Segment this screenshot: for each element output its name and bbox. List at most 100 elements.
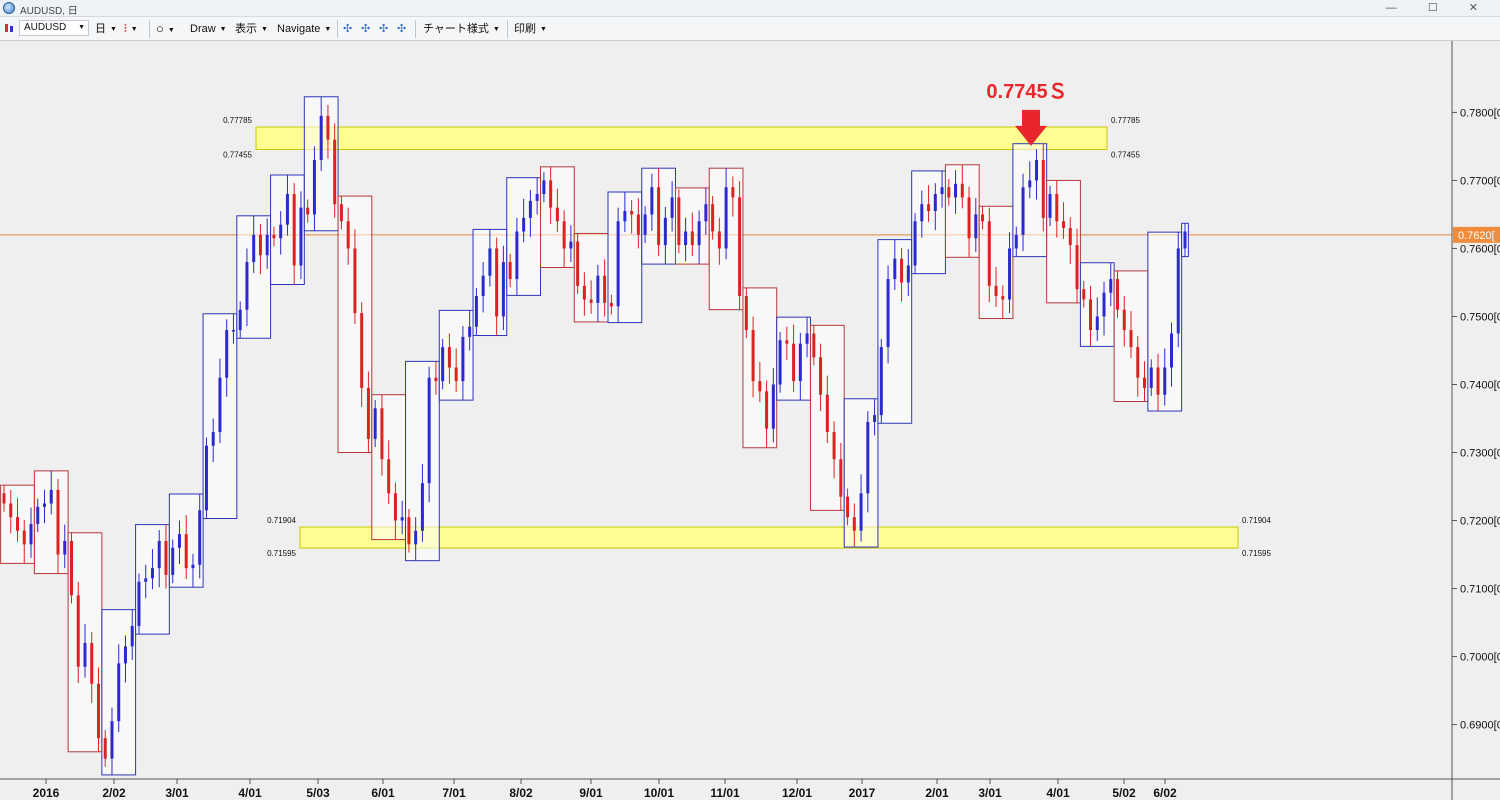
symbol-input[interactable]: AUDUSD ▼ <box>19 20 89 36</box>
candle-body <box>670 197 674 218</box>
candle-body <box>576 241 580 286</box>
separator <box>507 20 508 38</box>
candle-body <box>285 194 289 225</box>
navigate-menu[interactable]: Navigate ▼ <box>277 21 331 37</box>
candle-body <box>1156 367 1160 395</box>
candle-body <box>474 296 478 327</box>
candle-body <box>643 214 647 235</box>
print-label: 印刷 <box>514 23 536 35</box>
y-tick-label: 0.7200[0 <box>1460 516 1500 528</box>
candle-body <box>468 326 472 337</box>
candle-body <box>913 221 917 266</box>
candle-body <box>771 384 775 429</box>
zoom-out-vertical-icon[interactable]: ✣ <box>397 23 407 35</box>
zoom-out-horizontal-icon[interactable]: ✣ <box>361 23 371 35</box>
candle-body <box>846 496 850 518</box>
candle-body <box>312 160 316 215</box>
candle-body <box>434 377 438 382</box>
y-tick-label: 0.7800[0 <box>1460 107 1500 119</box>
candle-body <box>15 517 19 531</box>
print-menu[interactable]: 印刷 ▼ <box>514 21 547 37</box>
chevron-down-icon: ▼ <box>110 26 117 33</box>
candle-body <box>306 207 310 215</box>
candle-body <box>76 595 80 667</box>
candle-body <box>1116 279 1120 310</box>
candle-body <box>103 738 107 759</box>
window-title: AUDUSD, 日 <box>20 6 78 17</box>
candle-body <box>636 214 640 235</box>
chevron-down-icon: ▼ <box>167 27 175 34</box>
candle-body <box>1075 245 1079 290</box>
zone-lower-label-left: 0.71595 <box>267 549 296 558</box>
period-range-box <box>67 532 103 753</box>
candle-body <box>609 302 613 307</box>
chart-type-dropdown[interactable]: ⫶ ▼ <box>124 21 138 37</box>
candle-body <box>481 275 485 297</box>
chevron-down-icon: ▼ <box>492 26 500 33</box>
candle-body <box>616 221 620 307</box>
candle-body <box>393 493 397 521</box>
zoom-in-horizontal-icon[interactable]: ✣ <box>343 23 353 35</box>
candle-body <box>123 646 127 664</box>
shape-dropdown[interactable]: ○ ▼ <box>156 21 175 37</box>
y-tick-label: 0.7100[0 <box>1460 584 1500 596</box>
title-bar: AUDUSD, 日 — ☐ ✕ <box>0 0 1500 17</box>
candle-body <box>535 194 539 201</box>
window-controls[interactable]: — ☐ ✕ <box>1386 1 1492 14</box>
candle-body <box>663 217 667 246</box>
minimize-icon[interactable]: — <box>1385 2 1411 14</box>
maximize-icon[interactable]: ☐ <box>1427 2 1452 14</box>
chart-style-label: チャート様式 <box>423 23 489 35</box>
candlestick-icon: ⫶ <box>124 23 127 35</box>
candle-body <box>920 204 924 222</box>
candle-body <box>1068 228 1072 246</box>
candle-body <box>265 234 269 256</box>
candle-body <box>731 187 735 198</box>
candle-body <box>63 540 67 555</box>
price-chart[interactable]: 0.77785 0.77455 0.77785 0.77455 0.71904 0.715… <box>0 41 1500 800</box>
candle-body <box>1082 289 1086 300</box>
candle-body <box>420 483 424 531</box>
candle-body <box>49 489 53 504</box>
x-tick-label: 5/02 <box>1112 786 1136 800</box>
candle-body <box>994 285 998 297</box>
candle-body <box>832 432 836 460</box>
draw-menu[interactable]: Draw ▼ <box>190 21 227 37</box>
chevron-down-icon: ▼ <box>540 26 547 33</box>
zone-upper-label-left: 0.77785 <box>223 116 252 125</box>
candle-body <box>130 625 134 647</box>
candle-body <box>866 421 870 494</box>
candle-body <box>508 262 512 280</box>
candle-body <box>258 234 262 256</box>
x-tick-label: 6/02 <box>1153 786 1177 800</box>
chart-style-menu[interactable]: チャート様式 ▼ <box>423 21 500 37</box>
navigate-label: Navigate <box>277 23 321 35</box>
timeframe-dropdown[interactable]: 日 ▼ <box>95 21 117 37</box>
period-range-box <box>405 360 440 562</box>
candle-body <box>1089 299 1093 331</box>
candle-body <box>522 217 526 232</box>
candle-body <box>1048 194 1052 218</box>
candle-body <box>211 432 215 446</box>
candle-body <box>427 377 431 484</box>
candle-body <box>198 510 202 565</box>
candle-body <box>380 408 384 460</box>
zoom-in-vertical-icon[interactable]: ✣ <box>379 23 389 35</box>
candle-body <box>238 309 242 331</box>
candle-body <box>9 503 13 518</box>
candle-body <box>414 530 418 545</box>
current-price-badge <box>1453 226 1500 243</box>
candle-body <box>603 275 607 303</box>
candle-body <box>819 357 823 395</box>
candle-body <box>218 377 222 433</box>
candle-body <box>792 343 796 382</box>
y-tick-label: 0.7500[0 <box>1460 311 1500 323</box>
candle-body <box>245 262 249 310</box>
candle-body <box>501 262 505 317</box>
candle-body <box>1170 333 1174 368</box>
y-tick-label: 0.7300[0 <box>1460 448 1500 460</box>
candle-body <box>711 204 715 232</box>
display-menu[interactable]: 表示 ▼ <box>235 21 268 37</box>
candle-body <box>447 347 451 368</box>
close-icon[interactable]: ✕ <box>1468 2 1492 14</box>
